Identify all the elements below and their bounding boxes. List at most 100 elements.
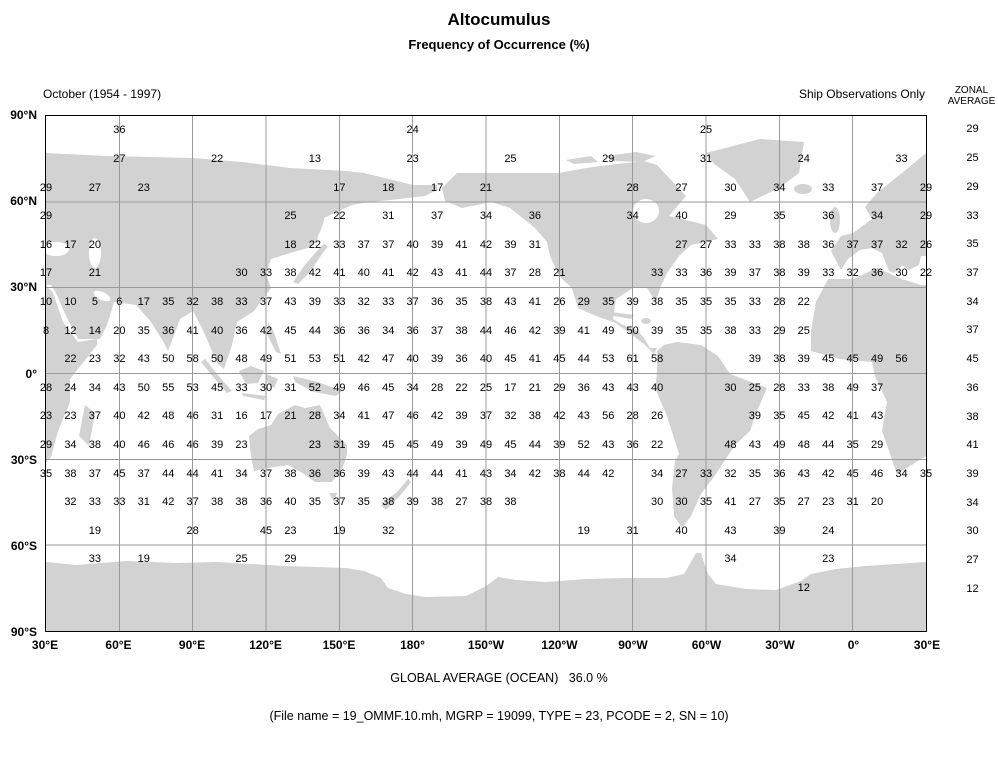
zonal-average-header-line1: ZONAL xyxy=(954,85,989,96)
grid-value: 31 xyxy=(626,524,639,537)
grid-value: 39 xyxy=(455,410,468,423)
grid-value: 29 xyxy=(602,152,615,165)
longitude-tick-label: 90°W xyxy=(618,638,648,652)
zonal-average-value: 33 xyxy=(966,209,979,222)
zonal-average-value: 25 xyxy=(966,152,979,165)
grid-value: 37 xyxy=(870,381,884,394)
grid-value: 42 xyxy=(308,267,322,280)
grid-value: 33 xyxy=(88,496,102,509)
grid-value: 39 xyxy=(210,439,224,452)
grid-value: 39 xyxy=(455,439,468,452)
longitude-tick-label: 30°E xyxy=(31,638,59,652)
grid-value: 39 xyxy=(650,324,664,337)
zonal-average-value: 29 xyxy=(966,180,979,193)
grid-value: 28 xyxy=(773,295,786,308)
grid-value: 12 xyxy=(64,324,77,337)
grid-value: 22 xyxy=(210,152,224,165)
grid-value: 38 xyxy=(88,439,102,452)
grid-value: 37 xyxy=(88,410,102,423)
grid-value: 38 xyxy=(773,267,786,280)
grid-value: 28 xyxy=(308,410,322,423)
grid-value: 36 xyxy=(870,267,884,280)
grid-value: 29 xyxy=(870,439,884,452)
grid-value: 34 xyxy=(235,467,248,480)
grid-value: 43 xyxy=(113,381,126,394)
grid-value: 46 xyxy=(357,381,370,394)
zonal-average-value: 37 xyxy=(966,324,979,337)
grid-value: 49 xyxy=(602,324,615,337)
grid-value: 36 xyxy=(626,439,639,452)
grid-value: 46 xyxy=(186,410,199,423)
zonal-average-value: 27 xyxy=(966,554,979,567)
grid-value: 38 xyxy=(528,410,542,423)
longitude-tick-label: 60°E xyxy=(105,638,132,652)
zonal-average-value: 12 xyxy=(966,582,979,595)
zonal-average-value: 38 xyxy=(966,410,979,423)
grid-value: 33 xyxy=(650,267,664,280)
grid-value: 25 xyxy=(235,553,248,566)
grid-value: 34 xyxy=(870,210,884,223)
grid-value: 44 xyxy=(528,439,542,452)
grid-value: 46 xyxy=(870,467,884,480)
grid-value: 27 xyxy=(455,496,468,509)
grid-value: 27 xyxy=(675,181,688,194)
grid-value: 38 xyxy=(430,496,444,509)
grid-value: 37 xyxy=(333,496,346,509)
grid-value: 28 xyxy=(773,381,786,394)
grid-value: 48 xyxy=(797,439,810,452)
graticule-layer xyxy=(46,116,926,631)
grid-value: 39 xyxy=(553,439,566,452)
latitude-tick-label: 30°N xyxy=(10,280,37,295)
grid-value: 40 xyxy=(479,353,493,366)
grid-value: 30 xyxy=(259,381,273,394)
grid-value: 47 xyxy=(382,410,395,423)
grid-value: 27 xyxy=(699,238,713,251)
grid-value: 22 xyxy=(308,238,322,251)
grid-value: 42 xyxy=(822,410,835,423)
grid-value: 38 xyxy=(284,267,297,280)
grid-value: 28 xyxy=(626,181,639,194)
grid-value: 36 xyxy=(235,324,248,337)
grid-value: 41 xyxy=(455,238,468,251)
grid-value: 36 xyxy=(822,238,835,251)
grid-value: 36 xyxy=(455,353,468,366)
grid-value: 38 xyxy=(479,496,493,509)
world-map xyxy=(46,116,926,631)
grid-value: 17 xyxy=(259,410,273,423)
grid-value: 40 xyxy=(113,410,126,423)
grid-value: 17 xyxy=(39,267,53,280)
grid-value: 37 xyxy=(479,410,493,423)
grid-value: 17 xyxy=(504,381,517,394)
grid-value: 37 xyxy=(259,295,273,308)
grid-value: 29 xyxy=(577,295,590,308)
grid-value: 43 xyxy=(602,381,615,394)
grid-value: 36 xyxy=(333,467,346,480)
grid-value: 29 xyxy=(39,439,53,452)
grid-value: 39 xyxy=(430,353,444,366)
grid-value: 39 xyxy=(406,496,419,509)
grid-value: 49 xyxy=(479,439,493,452)
grid-value: 27 xyxy=(113,152,126,165)
grid-value: 35 xyxy=(699,324,713,337)
grid-value: 43 xyxy=(479,467,493,480)
grid-value: 23 xyxy=(822,496,835,509)
grid-value: 41 xyxy=(333,267,346,280)
zonal-average-value: 37 xyxy=(966,266,979,279)
grid-value: 34 xyxy=(773,181,786,194)
grid-value: 33 xyxy=(822,267,835,280)
grid-value: 56 xyxy=(602,410,615,423)
grid-value: 23 xyxy=(235,439,248,452)
longitude-tick-label: 0° xyxy=(847,638,860,652)
grid-value: 25 xyxy=(748,381,762,394)
grid-value: 37 xyxy=(406,295,419,308)
zonal-average-value: 36 xyxy=(966,381,979,394)
grid-value: 31 xyxy=(846,496,859,509)
grid-value: 28 xyxy=(626,410,639,423)
grid-value: 32 xyxy=(357,295,370,308)
grid-value: 30 xyxy=(650,496,664,509)
grid-value: 58 xyxy=(186,353,199,366)
grid-value: 43 xyxy=(577,410,590,423)
grid-value: 32 xyxy=(113,353,126,366)
grid-value: 45 xyxy=(822,353,835,366)
grid-value: 36 xyxy=(822,210,835,223)
